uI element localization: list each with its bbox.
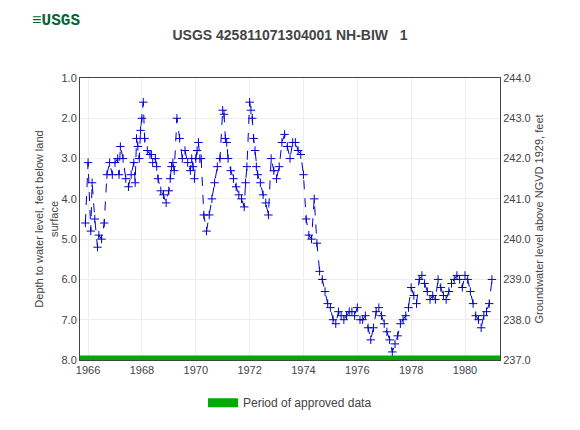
- svg-text:≡USGS: ≡USGS: [32, 12, 80, 30]
- svg-text:1972: 1972: [237, 364, 261, 376]
- svg-text:1978: 1978: [399, 364, 423, 376]
- svg-text:2.0: 2.0: [62, 112, 77, 124]
- svg-text:238.0: 238.0: [503, 314, 531, 326]
- svg-text:239.0: 239.0: [503, 273, 531, 285]
- svg-text:4.0: 4.0: [62, 193, 77, 205]
- svg-text:USGS 425811071304001 NH-BIW: USGS 425811071304001 NH-BIW 1: [172, 27, 407, 43]
- svg-text:1976: 1976: [345, 364, 369, 376]
- svg-text:1974: 1974: [291, 364, 315, 376]
- svg-text:244.0: 244.0: [503, 72, 531, 84]
- svg-text:3.0: 3.0: [62, 152, 77, 164]
- svg-text:240.0: 240.0: [503, 233, 531, 245]
- svg-text:Depth to water level, feet bel: Depth to water level, feet below landsur…: [33, 130, 59, 307]
- svg-text:Period of approved data: Period of approved data: [243, 396, 371, 410]
- svg-text:6.0: 6.0: [62, 273, 77, 285]
- svg-text:7.0: 7.0: [62, 314, 77, 326]
- svg-text:243.0: 243.0: [503, 112, 531, 124]
- svg-text:241.0: 241.0: [503, 193, 531, 205]
- svg-text:1980: 1980: [453, 364, 477, 376]
- svg-text:1968: 1968: [130, 364, 154, 376]
- svg-text:5.0: 5.0: [62, 233, 77, 245]
- svg-text:237.0: 237.0: [503, 354, 531, 366]
- svg-text:8.0: 8.0: [62, 354, 77, 366]
- svg-text:1.0: 1.0: [62, 72, 77, 84]
- svg-text:1970: 1970: [184, 364, 208, 376]
- svg-text:1966: 1966: [76, 364, 100, 376]
- svg-text:242.0: 242.0: [503, 152, 531, 164]
- svg-text:Groundwater level above NGVD 1: Groundwater level above NGVD 1929, feet: [533, 114, 545, 323]
